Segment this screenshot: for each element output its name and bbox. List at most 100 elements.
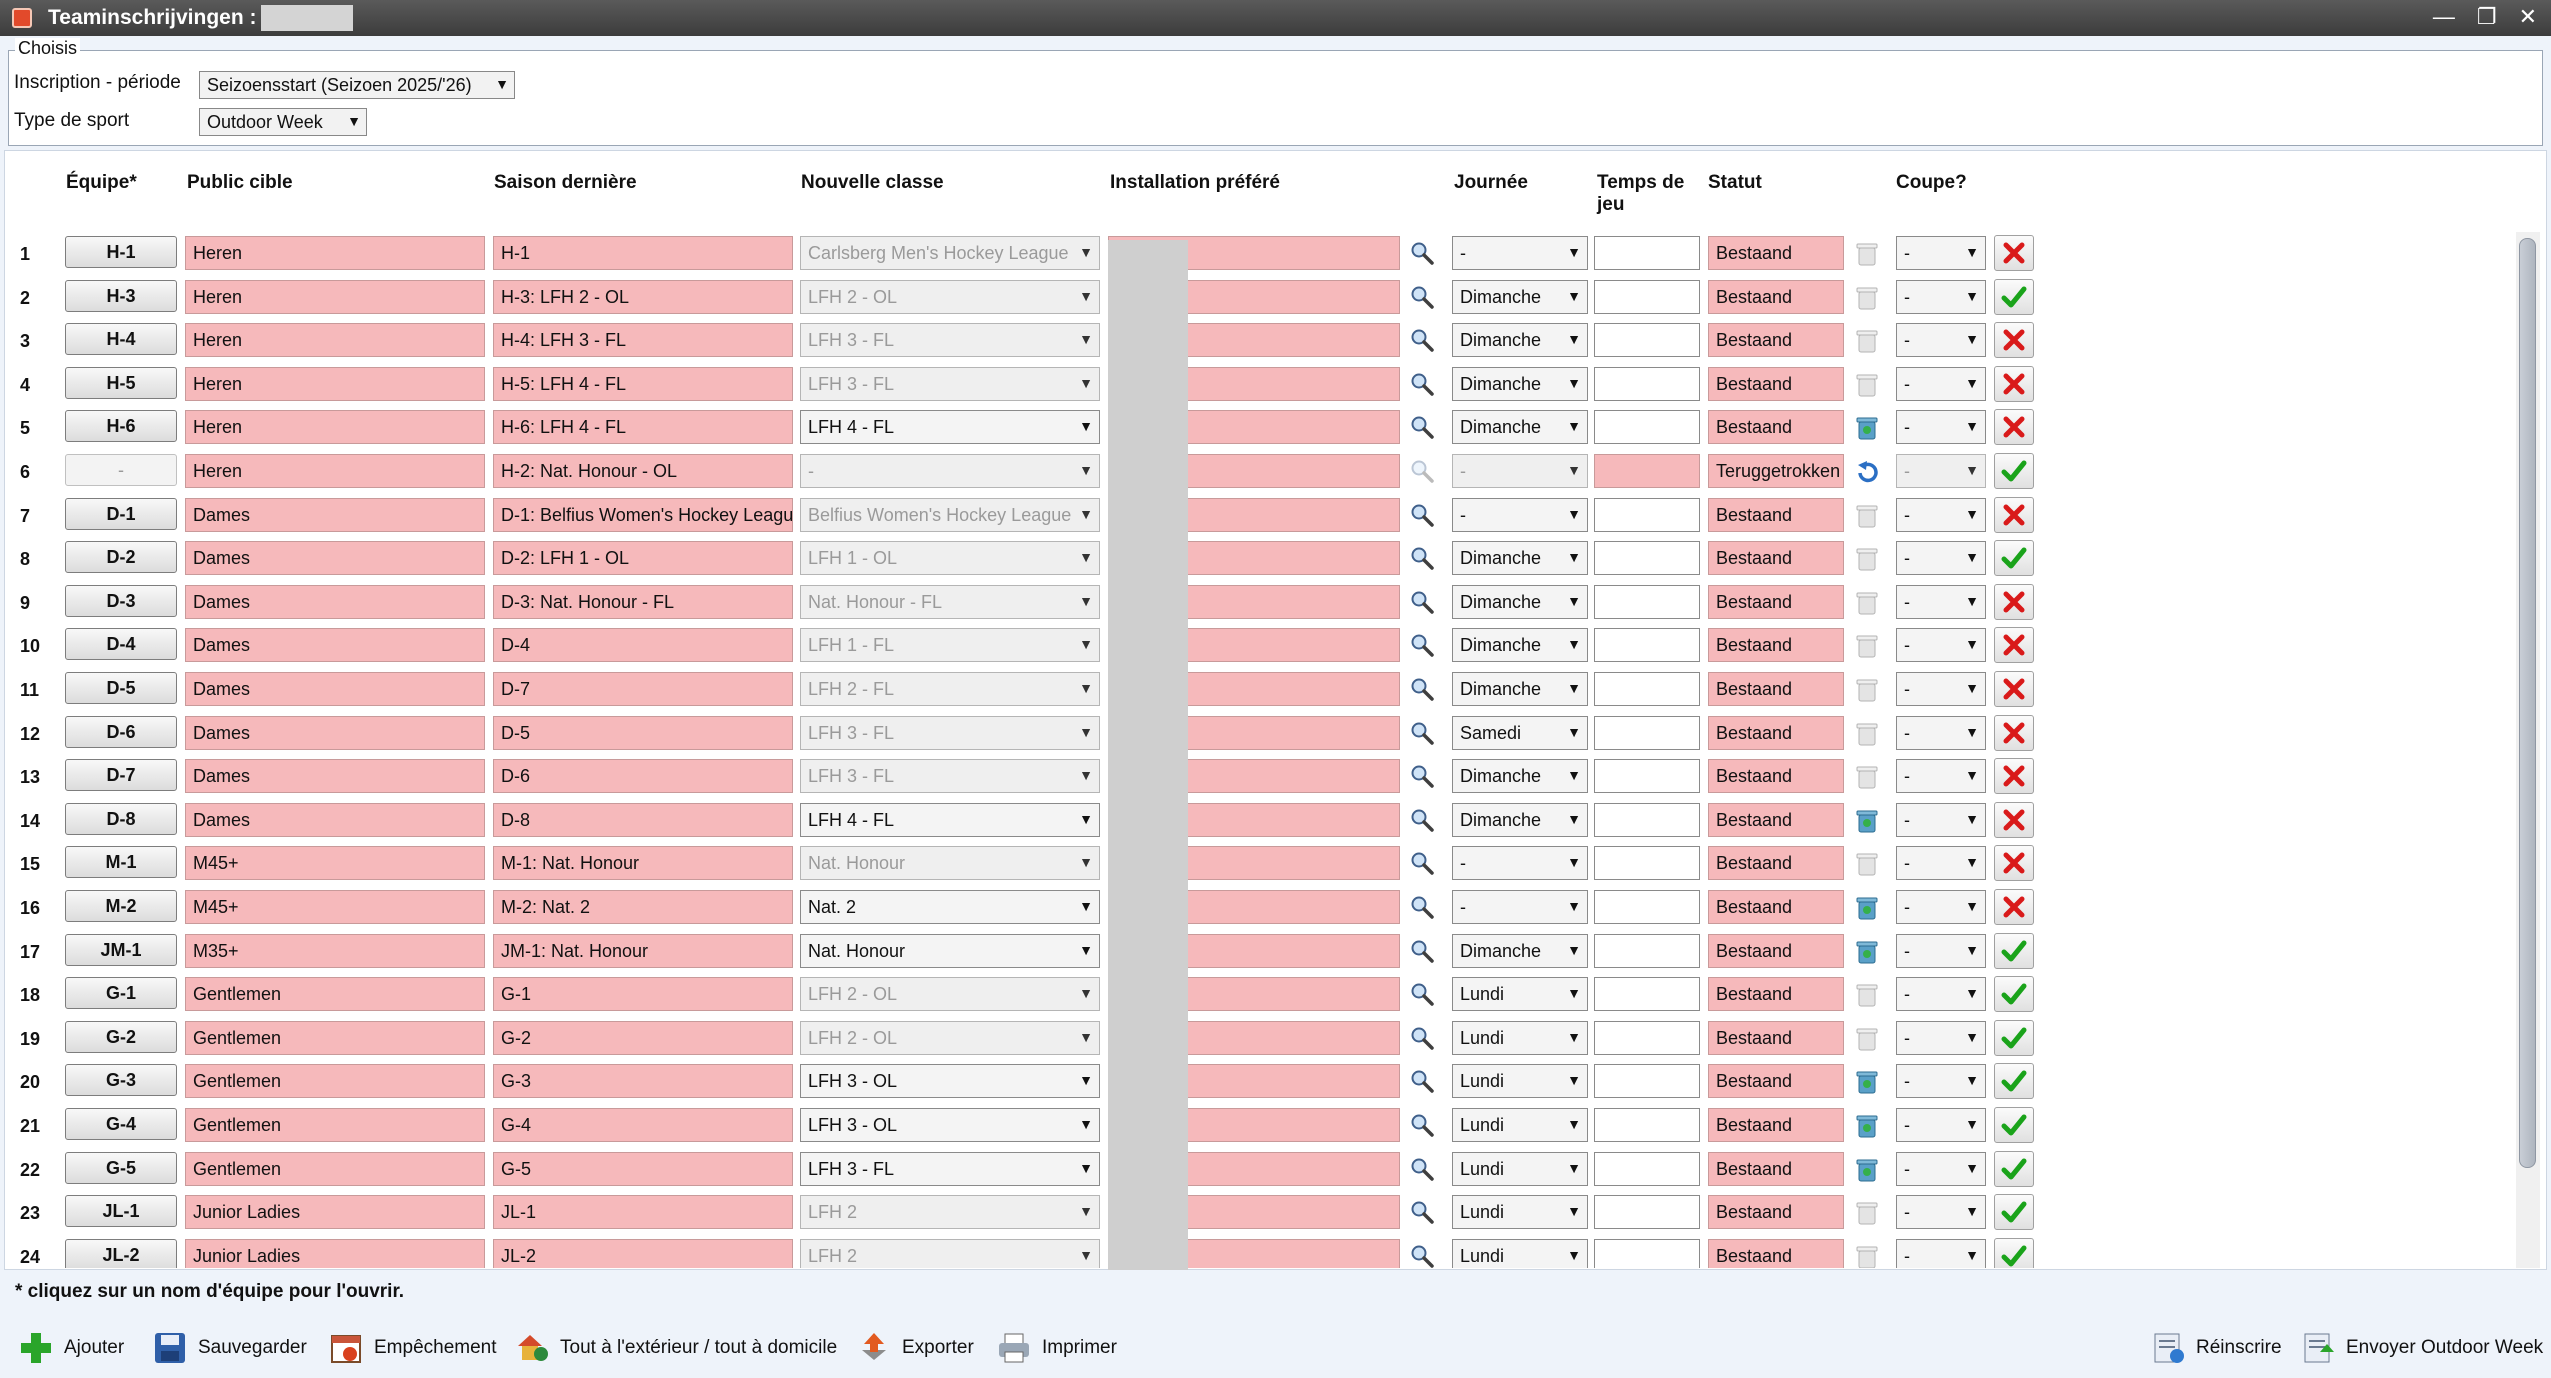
day-select[interactable]: Dimanche ▼ bbox=[1452, 541, 1588, 576]
cup-select[interactable]: - ▼ bbox=[1896, 846, 1986, 881]
team-name-button[interactable]: H-3 bbox=[65, 279, 177, 312]
team-name-button[interactable]: M-2 bbox=[65, 890, 177, 922]
new-class-select[interactable]: LFH 1 - FL ▼ bbox=[800, 628, 1100, 663]
team-name-button[interactable]: JL-1 bbox=[65, 1195, 177, 1228]
play-time-input[interactable] bbox=[1594, 541, 1700, 576]
restore-icon[interactable]: ❐ bbox=[2476, 4, 2497, 29]
cancel-toggle[interactable] bbox=[1994, 496, 2034, 533]
last-season-field[interactable]: M-1: Nat. Honour bbox=[493, 846, 793, 881]
public-field[interactable]: Heren bbox=[185, 366, 485, 401]
last-season-field[interactable]: H-6: LFH 4 - FL bbox=[493, 410, 793, 445]
day-select[interactable]: Dimanche ▼ bbox=[1452, 628, 1588, 663]
team-name-button[interactable]: D-6 bbox=[65, 715, 177, 748]
new-class-select[interactable]: LFH 2 - OL ▼ bbox=[800, 279, 1100, 314]
team-name-button[interactable]: H-6 bbox=[65, 410, 177, 443]
minimize-icon[interactable]: — bbox=[2432, 4, 2455, 29]
new-class-select[interactable]: LFH 3 - FL ▼ bbox=[800, 1151, 1100, 1186]
cup-select[interactable]: - ▼ bbox=[1896, 1020, 1986, 1055]
search-icon[interactable] bbox=[1410, 1113, 1434, 1137]
new-class-select[interactable]: - ▼ bbox=[800, 454, 1100, 488]
add-button[interactable]: Ajouter bbox=[18, 1328, 124, 1368]
cup-select[interactable]: - ▼ bbox=[1896, 1195, 1986, 1230]
delete-icon[interactable] bbox=[1855, 939, 1879, 965]
confirm-toggle[interactable] bbox=[1994, 1150, 2034, 1187]
public-field[interactable]: Heren bbox=[185, 279, 485, 314]
new-class-select[interactable]: LFH 3 - FL ▼ bbox=[800, 323, 1100, 358]
cup-select[interactable]: - ▼ bbox=[1896, 236, 1986, 270]
cup-select[interactable]: - ▼ bbox=[1896, 933, 1986, 968]
confirm-toggle[interactable] bbox=[1994, 540, 2034, 577]
team-name-button[interactable]: D-7 bbox=[65, 759, 177, 792]
public-field[interactable]: Junior Ladies bbox=[185, 1238, 485, 1268]
new-class-select[interactable]: LFH 2 - FL ▼ bbox=[800, 672, 1100, 706]
play-time-input[interactable] bbox=[1594, 890, 1700, 924]
search-icon[interactable] bbox=[1410, 372, 1434, 396]
cancel-toggle[interactable] bbox=[1994, 758, 2034, 795]
play-time-input[interactable] bbox=[1594, 1238, 1700, 1268]
play-time-input[interactable] bbox=[1594, 672, 1700, 706]
day-select[interactable]: Dimanche ▼ bbox=[1452, 802, 1588, 837]
day-select[interactable]: Samedi ▼ bbox=[1452, 715, 1588, 750]
day-select[interactable]: Lundi ▼ bbox=[1452, 1195, 1588, 1230]
day-select[interactable]: - ▼ bbox=[1452, 846, 1588, 881]
cup-select[interactable]: - ▼ bbox=[1896, 1238, 1986, 1268]
confirm-toggle[interactable] bbox=[1994, 453, 2034, 489]
team-name-button[interactable]: H-4 bbox=[65, 323, 177, 356]
day-select[interactable]: Dimanche ▼ bbox=[1452, 672, 1588, 706]
confirm-toggle[interactable] bbox=[1994, 1194, 2034, 1231]
last-season-field[interactable]: H-3: LFH 2 - OL bbox=[493, 279, 793, 314]
play-time-input[interactable] bbox=[1594, 454, 1700, 488]
search-icon[interactable] bbox=[1410, 721, 1434, 745]
cup-select[interactable]: - ▼ bbox=[1896, 323, 1986, 358]
new-class-select[interactable]: Nat. Honour - FL ▼ bbox=[800, 584, 1100, 619]
new-class-select[interactable]: LFH 3 - OL ▼ bbox=[800, 1108, 1100, 1142]
public-field[interactable]: Dames bbox=[185, 497, 485, 532]
unavailable-button[interactable]: Empêchement bbox=[328, 1328, 497, 1368]
cup-select[interactable]: - ▼ bbox=[1896, 628, 1986, 663]
day-select[interactable]: - ▼ bbox=[1452, 497, 1588, 532]
last-season-field[interactable]: H-4: LFH 3 - FL bbox=[493, 323, 793, 358]
confirm-toggle[interactable] bbox=[1994, 278, 2034, 315]
last-season-field[interactable]: G-3 bbox=[493, 1064, 793, 1099]
period-select[interactable]: Seizoensstart (Seizoen 2025/'26) ▼ bbox=[199, 71, 515, 99]
cup-select[interactable]: - ▼ bbox=[1896, 584, 1986, 619]
last-season-field[interactable]: JL-2 bbox=[493, 1238, 793, 1268]
cup-select[interactable]: - ▼ bbox=[1896, 454, 1986, 488]
last-season-field[interactable]: G-4 bbox=[493, 1108, 793, 1142]
play-time-input[interactable] bbox=[1594, 279, 1700, 314]
play-time-input[interactable] bbox=[1594, 323, 1700, 358]
cup-select[interactable]: - ▼ bbox=[1896, 1064, 1986, 1099]
print-button[interactable]: Imprimer bbox=[996, 1328, 1117, 1368]
day-select[interactable]: Dimanche ▼ bbox=[1452, 279, 1588, 314]
day-select[interactable]: Lundi ▼ bbox=[1452, 1238, 1588, 1268]
last-season-field[interactable]: H-2: Nat. Honour - OL bbox=[493, 454, 793, 488]
public-field[interactable]: Heren bbox=[185, 454, 485, 488]
public-field[interactable]: Gentlemen bbox=[185, 1064, 485, 1099]
cup-select[interactable]: - ▼ bbox=[1896, 672, 1986, 706]
public-field[interactable]: Dames bbox=[185, 628, 485, 663]
new-class-select[interactable]: LFH 4 - FL ▼ bbox=[800, 802, 1100, 837]
public-field[interactable]: Dames bbox=[185, 672, 485, 706]
cup-select[interactable]: - ▼ bbox=[1896, 1108, 1986, 1142]
confirm-toggle[interactable] bbox=[1994, 1019, 2034, 1056]
day-select[interactable]: Dimanche ▼ bbox=[1452, 323, 1588, 358]
search-icon[interactable] bbox=[1410, 895, 1434, 919]
play-time-input[interactable] bbox=[1594, 1108, 1700, 1142]
day-select[interactable]: - ▼ bbox=[1452, 454, 1588, 488]
cup-select[interactable]: - ▼ bbox=[1896, 279, 1986, 314]
new-class-select[interactable]: LFH 1 - OL ▼ bbox=[800, 541, 1100, 576]
delete-icon[interactable] bbox=[1855, 1157, 1879, 1183]
send-button[interactable]: Envoyer Outdoor Week bbox=[2300, 1328, 2543, 1368]
cup-select[interactable]: - ▼ bbox=[1896, 890, 1986, 924]
new-class-select[interactable]: LFH 2 ▼ bbox=[800, 1238, 1100, 1268]
new-class-select[interactable]: LFH 2 - OL ▼ bbox=[800, 1020, 1100, 1055]
search-icon[interactable] bbox=[1410, 1069, 1434, 1094]
last-season-field[interactable]: D-6 bbox=[493, 759, 793, 794]
team-name-button[interactable]: M-1 bbox=[65, 846, 177, 879]
play-time-input[interactable] bbox=[1594, 410, 1700, 445]
cancel-toggle[interactable] bbox=[1994, 627, 2034, 664]
delete-icon[interactable] bbox=[1855, 1069, 1879, 1095]
search-icon[interactable] bbox=[1410, 1244, 1434, 1268]
public-field[interactable]: M35+ bbox=[185, 933, 485, 968]
day-select[interactable]: Dimanche ▼ bbox=[1452, 584, 1588, 619]
